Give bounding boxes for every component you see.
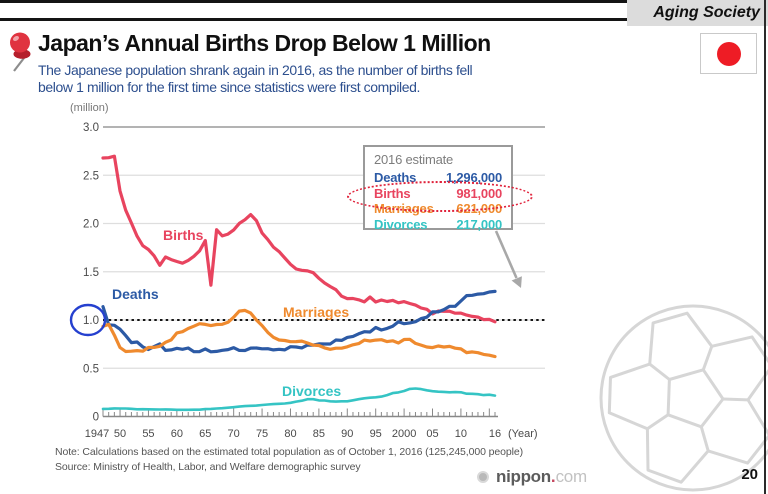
section-tag-label: Aging Society bbox=[653, 4, 760, 21]
subtitle-line-2: below 1 million for the first time since… bbox=[38, 79, 420, 95]
x-tick-label: 75 bbox=[256, 428, 268, 440]
footnotes: Note: Calculations based on the estimate… bbox=[55, 445, 595, 474]
x-tick-label: 2000 bbox=[392, 428, 416, 440]
x-axis-suffix: (Year) bbox=[508, 428, 538, 440]
unit-label: (million) bbox=[70, 102, 109, 114]
pushpin-icon bbox=[10, 32, 31, 72]
x-tick-label: 10 bbox=[455, 428, 467, 440]
japan-flag-icon bbox=[700, 33, 757, 74]
births-line bbox=[101, 154, 497, 324]
x-tick-label: 85 bbox=[313, 428, 325, 440]
brand-name: nippon bbox=[496, 467, 551, 486]
y-tick-label: 2.0 bbox=[83, 219, 99, 231]
page-number: 20 bbox=[741, 466, 758, 483]
deaths-series-label: Deaths bbox=[112, 286, 159, 302]
x-tick-label: 16 bbox=[489, 428, 501, 440]
y-tick-label: 3.0 bbox=[83, 122, 99, 134]
x-tick-label: 65 bbox=[199, 428, 211, 440]
y-tick-label: 0.5 bbox=[83, 363, 99, 375]
x-tick-label: 95 bbox=[370, 428, 382, 440]
brand-tld: com bbox=[555, 467, 588, 486]
legend-value: 217,000 bbox=[456, 216, 502, 232]
legend-title: 2016 estimate bbox=[374, 152, 454, 167]
x-tick-label: 1947 bbox=[85, 428, 109, 440]
deaths-line bbox=[101, 289, 497, 354]
top-edge-rule bbox=[0, 0, 630, 3]
right-edge-rule bbox=[764, 0, 766, 494]
x-tick-label: 55 bbox=[142, 428, 154, 440]
source-line: Source: Ministry of Health, Labor, and W… bbox=[55, 460, 361, 473]
births-series-label: Births bbox=[163, 227, 204, 243]
legend-label: Divorces bbox=[374, 216, 428, 232]
x-tick-label: 70 bbox=[228, 428, 240, 440]
brand-dot: . bbox=[550, 467, 556, 486]
vital-statistics-chart: (million) 3.0 2.5 2.0 1.5 1.0 0.5 0 1947 50 55 60 65… bbox=[69, 102, 545, 440]
births-highlight-ellipse bbox=[347, 181, 533, 212]
x-tick-label: 80 bbox=[284, 428, 296, 440]
legend-pointer-arrow bbox=[494, 230, 522, 288]
section-tag: Aging Society bbox=[627, 0, 768, 26]
y-tick-label: 0 bbox=[93, 412, 99, 424]
y-tick-label: 1.0 bbox=[83, 315, 99, 327]
x-tick-label: 90 bbox=[341, 428, 353, 440]
page-title: Japan’s Annual Births Drop Below 1 Milli… bbox=[38, 30, 491, 56]
note-line: Note: Calculations based on the estimate… bbox=[55, 446, 523, 458]
legend-row-divorces: Divorces 217,000 bbox=[374, 217, 502, 233]
x-tick-label: 05 bbox=[426, 428, 438, 440]
y-tick-label: 1.5 bbox=[83, 267, 99, 279]
x-tick-label: 50 bbox=[114, 428, 126, 440]
subtitle: The Japanese population shrank again in … bbox=[38, 62, 498, 96]
soccer-ball-graphic bbox=[599, 304, 768, 492]
header-rule bbox=[0, 18, 768, 21]
flag-red-circle bbox=[716, 41, 741, 66]
subtitle-line-1: The Japanese population shrank again in … bbox=[38, 62, 473, 78]
x-tick-label: 60 bbox=[171, 428, 183, 440]
divorces-series-label: Divorces bbox=[282, 383, 341, 399]
marriages-series-label: Marriages bbox=[283, 304, 349, 320]
divorces-line bbox=[101, 387, 497, 412]
brand-circle-icon bbox=[477, 471, 489, 483]
marriages-line bbox=[101, 308, 497, 359]
nippon-com-logo: nippon . com bbox=[477, 467, 587, 487]
y-tick-label: 2.5 bbox=[83, 170, 99, 182]
circled-one-million-tick bbox=[69, 303, 107, 337]
